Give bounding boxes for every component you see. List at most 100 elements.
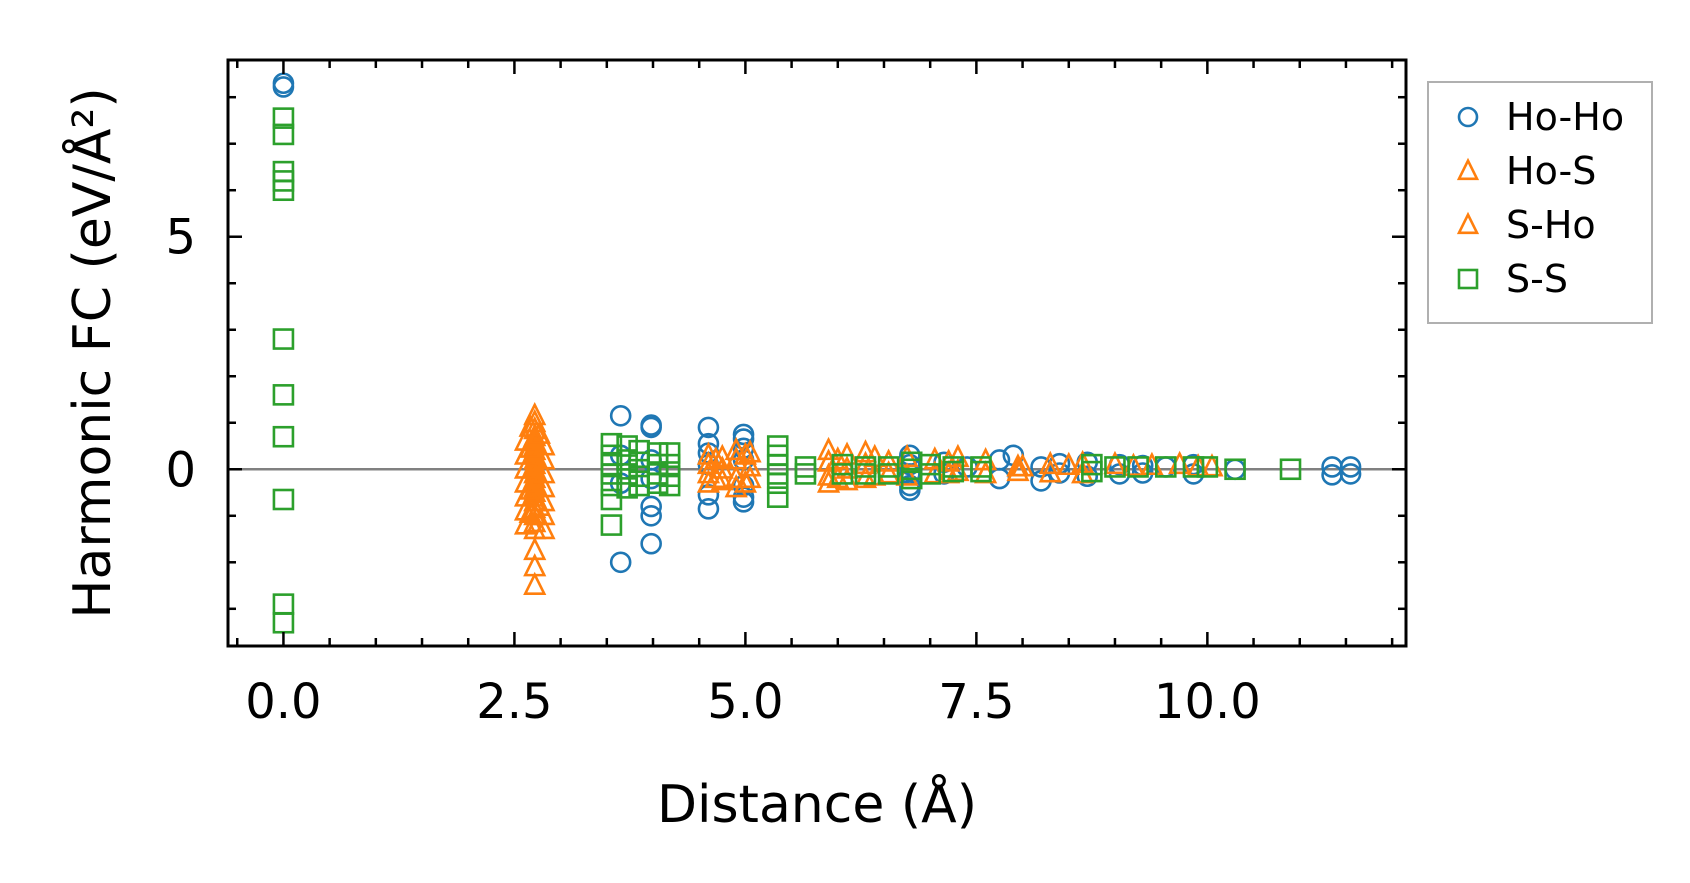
data-point [616, 477, 638, 499]
data-point [532, 446, 556, 470]
data-point [942, 460, 965, 483]
data-point [646, 472, 669, 495]
data-point [513, 511, 538, 535]
data-point [272, 107, 295, 129]
data-point [600, 432, 623, 455]
data-point [658, 474, 681, 497]
data-point [640, 532, 662, 555]
data-point [600, 474, 623, 497]
legend-marker [1457, 268, 1479, 290]
data-points [272, 72, 1362, 634]
x-tick-label: 10.0 [1154, 674, 1261, 730]
data-point [518, 499, 542, 523]
data-point [1279, 458, 1302, 481]
series-s-s [272, 107, 1302, 634]
data-point [766, 486, 789, 508]
data-point [738, 453, 762, 477]
axis-ticks [228, 60, 1406, 646]
data-point [640, 504, 662, 527]
data-point [704, 464, 728, 489]
data-point [1057, 451, 1081, 476]
data-point [609, 551, 632, 574]
data-point [513, 497, 538, 521]
data-point [523, 571, 547, 596]
data-point [724, 436, 748, 461]
data-point [616, 463, 638, 485]
data-point [877, 448, 901, 472]
y-axis-label: Harmonic FC (eV/Å²) [61, 87, 123, 618]
data-point [527, 492, 551, 516]
data-point [532, 515, 556, 540]
series-ho-ho [272, 72, 1362, 574]
data-point [696, 469, 721, 493]
data-point [272, 593, 295, 615]
data-point [1339, 463, 1362, 485]
data-point [646, 442, 669, 464]
data-point [532, 432, 556, 456]
x-tick-label: 2.5 [476, 674, 552, 730]
y-tick-label: 0 [165, 442, 196, 498]
data-point [854, 463, 877, 485]
data-point [919, 463, 941, 485]
data-point [1154, 456, 1177, 478]
data-point [733, 469, 757, 493]
legend-entries: Ho-Ho Ho-S S-Ho S-S [1456, 95, 1624, 301]
legend-marker [1457, 106, 1479, 128]
data-point [794, 456, 817, 478]
data-point [600, 463, 623, 485]
data-point [1038, 450, 1062, 475]
data-point [1076, 465, 1099, 488]
data-point [710, 467, 734, 491]
tick-labels: 0.0 2.5 5.0 7.5 10.0 0 5 [165, 210, 1260, 730]
x-axis-label: Distance (Å) [657, 773, 977, 835]
data-point [518, 434, 542, 458]
data-point [1104, 456, 1126, 478]
data-point [527, 420, 551, 444]
data-point [640, 416, 662, 439]
data-point [1182, 456, 1205, 478]
data-point [877, 460, 901, 484]
data-point [658, 453, 681, 476]
legend-box [1427, 81, 1653, 324]
data-point [532, 460, 556, 484]
data-point [1339, 456, 1362, 478]
data-point [600, 488, 623, 511]
data-point [1006, 457, 1030, 482]
y-axis-label-text: Harmonic FC (eV/Å²) [61, 87, 123, 618]
x-tick-label: 7.5 [938, 674, 1014, 730]
data-point [816, 436, 841, 461]
data-point [1038, 459, 1062, 483]
plot-frame [226, 58, 1408, 648]
data-point [518, 476, 542, 500]
data-point [272, 611, 295, 634]
data-point [1196, 456, 1219, 478]
data-point [831, 463, 854, 485]
data-point [733, 441, 757, 465]
legend-label: S-S [1506, 257, 1568, 301]
data-point [877, 463, 900, 485]
data-point [970, 460, 992, 483]
legend-entry-s-ho: S-Ho [1456, 203, 1596, 247]
data-point [640, 495, 662, 518]
data-point [609, 404, 632, 427]
legend-entry-ho-s: Ho-S [1456, 149, 1596, 193]
data-point [272, 328, 295, 350]
data-point [697, 416, 720, 439]
data-point [724, 464, 748, 489]
data-point [1224, 458, 1246, 481]
data-point [272, 425, 295, 448]
data-point [1010, 453, 1035, 477]
data-point [272, 488, 295, 511]
data-point [600, 514, 623, 536]
legend-entry-s-s: S-S [1457, 257, 1568, 301]
legend-marker [1456, 211, 1480, 235]
legend-label: S-Ho [1506, 203, 1596, 247]
x-tick-label: 0.0 [245, 674, 321, 730]
data-point [272, 179, 295, 202]
data-point [899, 479, 921, 501]
data-point [738, 439, 762, 463]
data-point [1081, 460, 1103, 483]
legend-marker [1456, 157, 1480, 181]
data-point [853, 439, 878, 463]
